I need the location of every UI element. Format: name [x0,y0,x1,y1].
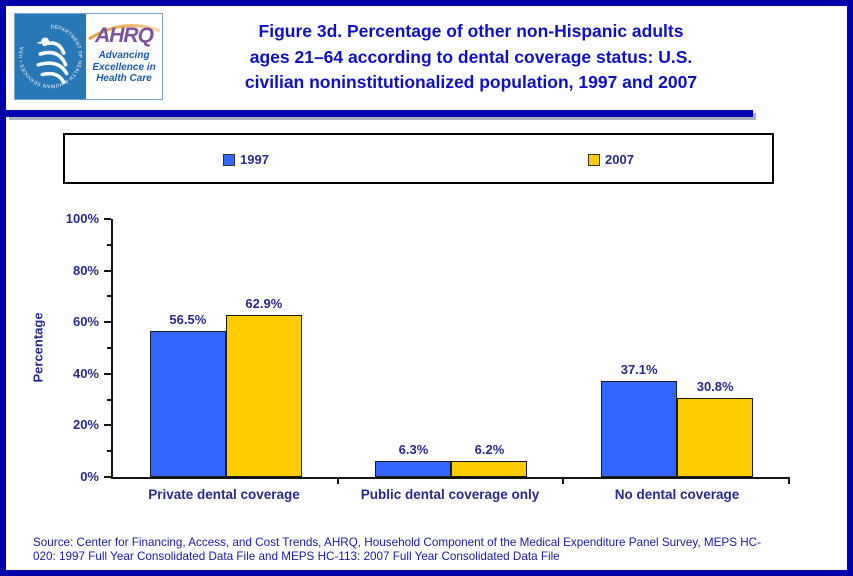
ahrq-tagline-line: Excellence in [92,61,156,73]
source-line-1: Source: Center for Financing, Access, an… [33,536,762,549]
y-tick-label: 80% [72,262,99,278]
header-divider-rule [6,110,753,117]
figure-title-line-2: ages 21–64 according to dental coverage … [249,46,693,67]
bar-group-private: 56.5% 62.9% [113,296,339,477]
bar-value-label: 62.9% [245,296,283,311]
y-tick-label: 0% [80,469,99,484]
ahrq-acronym: AHRQ [95,24,154,47]
legend-swatch-2007 [588,153,600,166]
bar-group-public: 6.3% 6.2% [339,442,565,477]
source-note: Source: Center for Financing, Access, an… [33,536,833,563]
plot-area: 56.5% 62.9% 6.3% 6.2% [66,211,790,484]
x-tick [336,479,339,484]
y-major-tick [104,321,111,324]
y-minor-tick [107,398,111,401]
bar-wrap: 30.8% [677,379,754,477]
ahrq-tagline: Advancing Excellence in Health Care [86,50,162,85]
x-category-label: Public dental coverage only [360,487,540,502]
legend-item-1997: 1997 [223,152,269,167]
hhs-ahrq-logo: DEPARTMENT OF HEALTH & HUMAN SERVICES • … [14,13,163,100]
y-axis-title: Percentage [30,312,46,383]
hhs-eagle-icon: DEPARTMENT OF HEALTH & HUMAN SERVICES • … [15,14,86,99]
y-major-tick [104,424,111,427]
x-tick [788,479,790,484]
bar-wrap: 62.9% [225,296,302,477]
bar-value-label: 30.8% [696,379,734,394]
bar-group-none: 37.1% 30.8% [564,362,790,477]
bar-2007-public [451,461,528,477]
chart-legend: 1997 2007 [63,133,774,184]
figure-title: Figure 3d. Percentage of other non-Hispa… [156,19,786,96]
bar-wrap: 56.5% [149,312,226,477]
bar-1997-private [149,331,226,477]
y-major-tick [104,269,111,272]
bar-1997-none [601,381,678,477]
bar-wrap: 6.3% [375,442,452,477]
bar-wrap: 37.1% [601,362,678,477]
legend-swatch-1997 [223,153,235,166]
bar-value-label: 56.5% [169,312,207,327]
ahrq-logo: AHRQ Advancing Excellence in Health Care [86,14,162,99]
bar-value-label: 6.2% [474,442,505,457]
y-tick-label: 60% [72,314,99,330]
x-tick [562,479,565,484]
y-minor-tick [107,295,111,298]
ahrq-tagline-line: Health Care [96,73,152,84]
x-category-label: Private dental coverage [148,487,300,502]
bar-wrap: 6.2% [451,442,528,477]
y-minor-tick [107,347,111,349]
y-major-tick [104,218,111,220]
y-major-tick [104,372,111,375]
legend-item-2007: 2007 [588,152,634,167]
y-tick-label: 40% [72,365,99,381]
bar-value-label: 6.3% [398,442,429,457]
figure-title-line-1: Figure 3d. Percentage of other non-Hispa… [258,21,684,41]
bar-value-label: 37.1% [620,362,658,377]
ahrq-arc-icon [88,24,161,41]
y-minor-tick [107,450,111,453]
bar-1997-public [375,461,452,477]
legend-label-1997: 1997 [240,152,269,167]
bar-2007-private [225,315,302,477]
y-tick-label: 100% [65,211,99,226]
bar-2007-none [677,398,754,477]
figure-title-line-3: civilian noninstitutionalized population… [244,72,698,92]
y-tick-label: 20% [72,417,99,433]
source-line-2: 020: 1997 Full Year Consolidated Data Fi… [33,549,560,563]
x-category-label: No dental coverage [614,487,740,502]
y-minor-tick [107,243,111,246]
legend-label-2007: 2007 [605,152,634,167]
ahrq-tagline-line: Advancing [98,50,150,61]
y-major-tick [104,476,111,478]
